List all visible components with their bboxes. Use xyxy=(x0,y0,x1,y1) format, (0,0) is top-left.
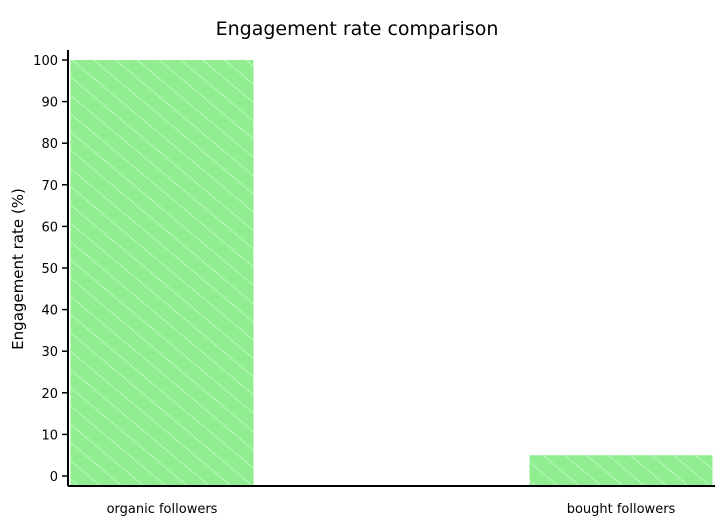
x-tick-label: organic followers xyxy=(107,502,218,517)
x-tick-label: bought followers xyxy=(567,502,676,517)
bar-hatch xyxy=(70,60,254,485)
y-tick-label: 40 xyxy=(41,304,58,319)
y-tick-label: 80 xyxy=(41,137,58,152)
y-tick-label: 100 xyxy=(33,54,58,69)
y-tick-label: 70 xyxy=(41,179,58,194)
y-tick-label: 0 xyxy=(50,470,58,485)
y-tick-label: 60 xyxy=(41,220,58,235)
chart-title: Engagement rate comparison xyxy=(216,18,499,40)
bar-2 xyxy=(529,455,713,485)
bars-layer xyxy=(70,60,713,485)
y-axis-label: Engagement rate (%) xyxy=(9,188,27,350)
y-tick-label: 90 xyxy=(41,96,58,111)
y-tick-label: 20 xyxy=(41,387,58,402)
bar-1 xyxy=(70,60,254,485)
bar-hatch xyxy=(529,455,713,485)
y-tick-label: 10 xyxy=(41,428,58,443)
y-ticks: 0 10 20 30 40 50 60 70 80 90 100 xyxy=(33,54,68,485)
y-tick-label: 50 xyxy=(41,262,58,277)
y-tick-label: 30 xyxy=(41,345,58,360)
x-category-labels: organic followers bought followers xyxy=(107,502,676,517)
